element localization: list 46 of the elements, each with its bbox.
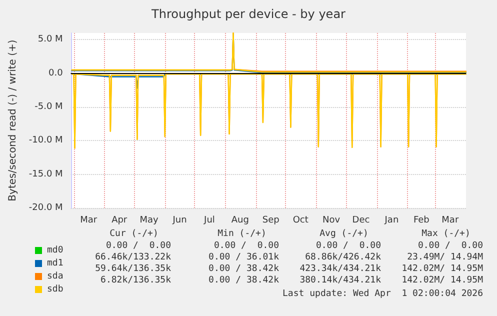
y-tick-label: 0.0 — [48, 68, 64, 78]
text: 380.14k/434.21k — [300, 276, 382, 286]
text: 0.00 / 36.01k — [208, 252, 280, 262]
x-tick-label: Nov — [322, 216, 341, 226]
y-tick-label: -20.0 M — [28, 203, 63, 213]
text: 0.00 / 0.00 — [418, 241, 483, 251]
x-tick-label: May — [140, 216, 160, 226]
chart-title: Throughput per device - by year — [150, 7, 346, 21]
text: 6.82k/136.35k — [100, 276, 172, 286]
text: 423.34k/434.21k — [300, 264, 382, 274]
y-axis-title: Bytes/second read (-) / write (+) — [8, 40, 18, 202]
text: Max (-/+) — [422, 229, 470, 239]
text: 0.00 / 0.00 — [106, 241, 171, 251]
text: 23.49M/ 14.94M — [407, 252, 484, 262]
x-tick-label: Jan — [384, 216, 399, 226]
text: 59.64k/136.35k — [95, 264, 172, 274]
x-tick-label: Jul — [203, 216, 215, 226]
text: 68.86k/426.42k — [305, 252, 382, 262]
y-tick-label: -5.0 M — [34, 102, 63, 112]
text: Cur (-/+) — [110, 229, 158, 239]
x-tick-label: Feb — [413, 216, 430, 226]
legend-label: md1 — [47, 258, 64, 268]
text: Min (-/+) — [218, 229, 266, 239]
legend-label: sdb — [47, 284, 64, 294]
text: 0.00 / 38.42k — [208, 276, 280, 286]
text: 0.00 / 38.42k — [208, 264, 280, 274]
text: 142.02M/ 14.95M — [402, 264, 484, 274]
x-tick-label: Apr — [112, 216, 128, 226]
x-tick-label: Mar — [442, 216, 459, 226]
text: Last update: Wed Apr 1 02:00:04 2026 — [282, 289, 483, 299]
x-tick-label: Jun — [172, 216, 187, 226]
y-tick-label: -10.0 M — [28, 136, 63, 146]
text: 66.46k/133.22k — [95, 252, 172, 262]
text: 0.00 / 0.00 — [214, 241, 279, 251]
text: Avg (-/+) — [320, 229, 368, 239]
legend-label: md0 — [47, 246, 64, 256]
x-tick-label: Dec — [352, 216, 370, 226]
text: 142.02M/ 14.95M — [402, 276, 484, 286]
legend-label: sda — [47, 272, 64, 282]
y-tick-label: -15.0 M — [28, 169, 63, 180]
text: 0.00 / 0.00 — [316, 241, 381, 251]
x-tick-label: Sep — [262, 216, 280, 226]
x-tick-label: Mar — [80, 216, 98, 226]
x-tick-label: Aug — [231, 216, 249, 226]
x-tick-label: Oct — [292, 216, 309, 226]
y-tick-label: 5.0 M — [38, 34, 63, 45]
